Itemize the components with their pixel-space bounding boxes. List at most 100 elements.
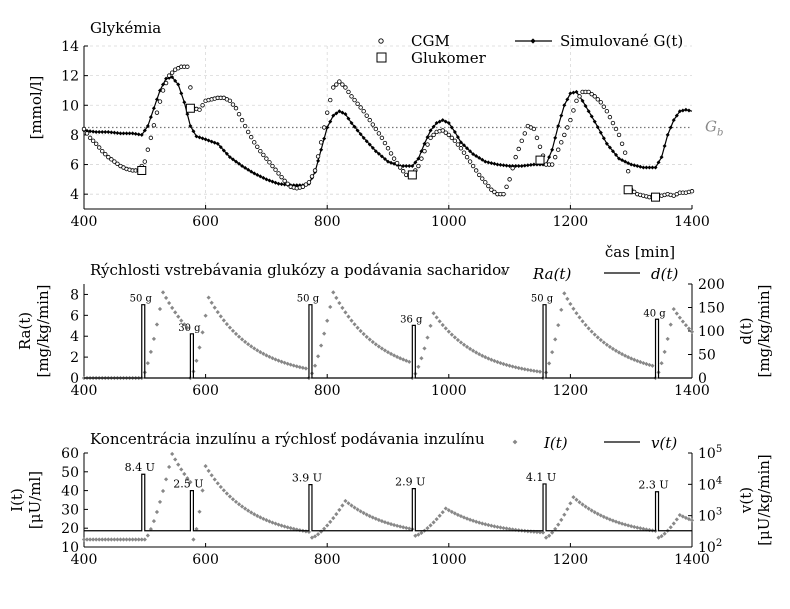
glycemia-xtick-label: 1200 — [553, 214, 589, 230]
insulin-point — [671, 521, 676, 526]
simulated-g-point — [580, 98, 585, 103]
simulated-g-point — [352, 124, 357, 129]
cgm-point — [568, 117, 573, 123]
ra-point — [537, 369, 543, 374]
glycemia-xlabel: čas [min] — [605, 243, 675, 261]
absorption-xtick-label: 600 — [192, 383, 219, 399]
cgm-point — [188, 85, 193, 90]
insulin-point — [151, 519, 157, 524]
cgm-point — [303, 182, 309, 187]
absorption-ytick-label: 4 — [70, 329, 79, 345]
cgm-point — [574, 98, 579, 104]
bolus-annotation: 8.4 U — [125, 461, 155, 474]
glycemia-xtick-label: 600 — [192, 214, 219, 230]
simulated-g-point — [522, 163, 527, 168]
insulin-point — [668, 525, 673, 530]
glukomer-point — [407, 170, 417, 180]
simulated-g-point — [455, 135, 460, 140]
simulated-g-point — [413, 160, 418, 165]
cgm-point — [233, 106, 239, 111]
ra-point — [580, 319, 585, 324]
insulin-point — [322, 526, 327, 531]
ra-point — [449, 332, 454, 337]
cgm-point — [334, 82, 339, 87]
ra-point — [163, 295, 169, 300]
simulated-g-point — [279, 182, 284, 187]
ra-point — [337, 300, 342, 306]
insulin-point — [559, 517, 564, 522]
insulin-point — [249, 510, 254, 515]
simulated-g-point — [133, 131, 138, 136]
ra-point — [221, 318, 226, 323]
glycemia-xtick-label: 400 — [71, 214, 98, 230]
insulin-point — [398, 524, 403, 529]
ra-point — [589, 329, 594, 334]
insulin-point — [683, 515, 689, 520]
simulated-g-point — [559, 113, 564, 118]
insulin-point — [686, 517, 692, 522]
insulin-point — [340, 503, 345, 508]
simulated-g-point — [671, 118, 676, 123]
cgm-point — [397, 165, 403, 170]
cgm-point — [419, 156, 424, 161]
ra-point — [230, 328, 236, 333]
cgm-point — [689, 189, 695, 194]
absorption-panel: Rýchlosti vstrebávania glukózy a podávan… — [16, 261, 773, 399]
ra-point — [203, 313, 208, 318]
insulin-point — [185, 476, 190, 481]
ra-point — [145, 361, 150, 366]
ra-point — [559, 307, 564, 312]
simulated-g-point — [148, 115, 153, 120]
ra-point — [419, 356, 424, 361]
insulin-point — [331, 516, 336, 521]
insulin-xtick-label: 400 — [71, 552, 98, 568]
ra-point — [267, 354, 272, 359]
simulated-g-point — [574, 89, 579, 94]
glycemia-ytick-label: 10 — [61, 98, 79, 114]
ra-point — [556, 323, 561, 328]
simulated-g-point — [203, 137, 208, 142]
ra-point — [480, 353, 485, 358]
insulin-point — [638, 526, 643, 531]
insulin-point — [212, 477, 217, 482]
ra-point — [288, 362, 293, 367]
cgm-point — [160, 88, 166, 93]
insulin-ytick-label: 10 — [61, 540, 79, 556]
simulated-g-point — [674, 113, 679, 118]
insulin-point — [200, 488, 205, 493]
simulated-g-point — [185, 112, 190, 117]
ra-point — [650, 363, 655, 368]
legend-ra-label: Ra(t) — [532, 265, 571, 283]
insulin-point — [629, 524, 634, 529]
insulin-point — [662, 531, 667, 536]
glukomer-point — [535, 155, 545, 165]
insulin-point — [91, 537, 96, 542]
simulated-g-point — [644, 165, 649, 170]
meal-annotation: 36 g — [400, 314, 423, 325]
absorption-ytick-label: 6 — [70, 308, 79, 324]
ra-point — [428, 323, 433, 328]
insulin-point — [294, 527, 299, 532]
cgm-point — [522, 131, 527, 136]
ra-point — [319, 343, 324, 348]
simulated-g-point — [237, 161, 242, 166]
insulin-point — [103, 537, 108, 542]
cgm-point — [315, 154, 321, 159]
simulated-g-point — [623, 159, 628, 164]
simulated-g-point — [382, 156, 387, 161]
simulated-g-point — [176, 82, 181, 87]
simulated-g-point — [182, 100, 187, 105]
cgm-point — [464, 154, 470, 160]
cgm-point — [115, 161, 120, 167]
cgm-point — [416, 163, 421, 169]
ra-point — [425, 335, 430, 340]
cgm-point — [321, 125, 327, 130]
cgm-point — [504, 184, 509, 189]
cgm-point — [513, 154, 518, 160]
simulated-g-point — [273, 180, 278, 185]
simulated-g-point — [234, 159, 238, 164]
simulated-g-point — [145, 124, 150, 129]
insulin-point — [507, 526, 512, 532]
simulated-g-point — [209, 139, 214, 144]
insulin-point — [513, 527, 518, 532]
